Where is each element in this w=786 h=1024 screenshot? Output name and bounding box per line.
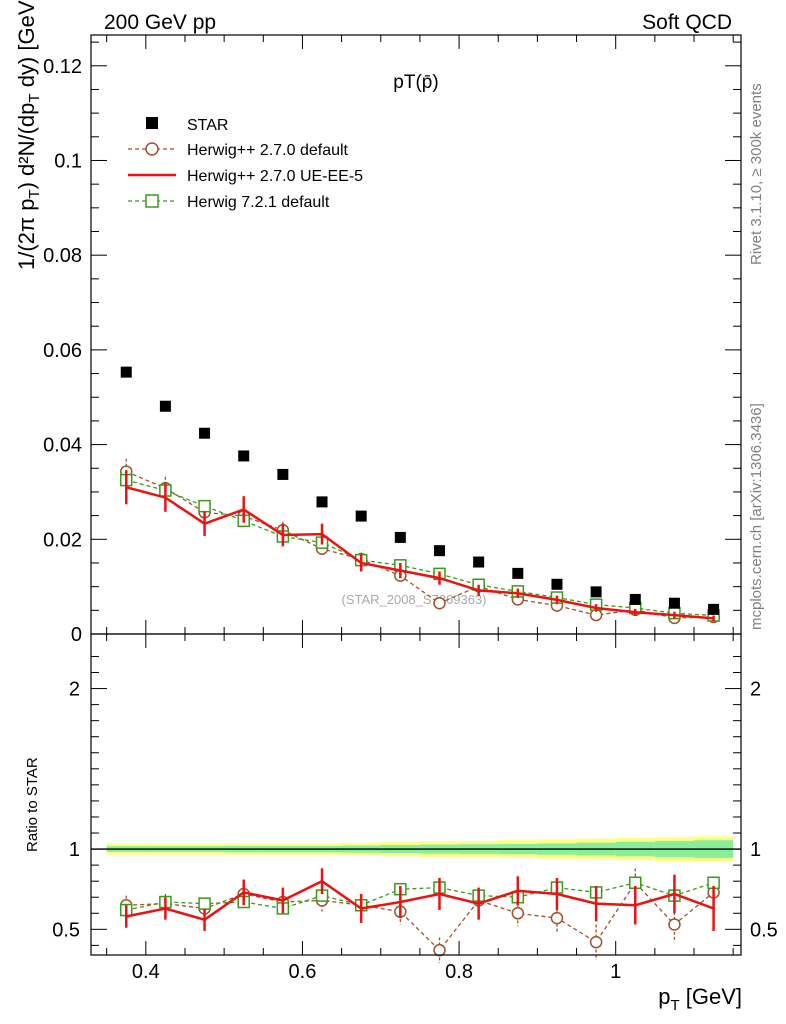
main-panel-layer	[119, 366, 720, 625]
rivet-label: Rivet 3.1.10, ≥ 300k events	[748, 83, 765, 265]
main-star-point	[668, 597, 680, 609]
ratio-point-1	[668, 918, 681, 931]
legend-star-label: STAR	[187, 117, 228, 134]
ratio-y-tick-label-left: 1	[69, 839, 80, 861]
xlabel: pT [GeV]	[658, 984, 742, 1014]
main-title: pT(p̄)	[393, 72, 438, 93]
main-y-tick-label: 0.12	[43, 56, 82, 78]
main-star-point	[629, 593, 641, 605]
header-right: Soft QCD	[642, 11, 732, 34]
ratio-series-line-2	[125, 879, 715, 922]
ratio-y-tick-label-right: 2	[750, 679, 761, 701]
main-y-tick-label: 0.06	[43, 340, 82, 362]
x-tick-label: 1	[610, 961, 621, 983]
ratio-point-1	[550, 911, 564, 925]
mcplots-label: mcplots.cern.ch [arXiv:1306.3436]	[748, 403, 765, 630]
main-y-tick-label: 0.02	[43, 529, 82, 551]
main-star-point	[120, 366, 132, 378]
ratio-y-tick-label-right: 1	[750, 839, 761, 861]
legend-herwig721-marker	[145, 194, 159, 208]
legend-entry-herwig-ueee5: Herwig++ 2.7.0 UE-EE-5	[128, 168, 363, 185]
ratio-point-3	[198, 897, 211, 910]
main-star-point	[277, 468, 289, 480]
ratio-point-1	[589, 935, 603, 949]
main-star-point	[238, 450, 250, 462]
main-y-tick-label: 0.08	[43, 245, 82, 267]
ratio-frame	[90, 633, 742, 956]
header-left: 200 GeV pp	[104, 11, 216, 34]
main-series-line-3	[126, 479, 714, 617]
main-point-3	[198, 499, 211, 513]
ratio-series-line-1	[126, 881, 715, 952]
main-star-point	[512, 567, 524, 579]
main-series-line-1	[125, 471, 714, 619]
x-tick-label: 0.6	[289, 961, 317, 983]
legend-herwig-default-marker	[145, 142, 159, 156]
svg-text:1/(2π pT) d²N/(dpT dy) [GeV-2]: 1/(2π pT) d²N/(dpT dy) [GeV-2]	[13, 0, 43, 270]
main-y-tick-label: 0.04	[43, 435, 82, 457]
main-star-point	[433, 545, 445, 557]
ratio-y-tick-label-right: 0.5	[750, 919, 778, 941]
main-star-point	[355, 510, 367, 522]
legend-entry-star: STAR	[146, 117, 228, 134]
x-tick-label: 0.4	[132, 961, 160, 983]
legend-star-marker	[146, 117, 158, 129]
ratio-panel-layer	[91, 848, 741, 964]
ratio-series-line-3	[126, 882, 714, 911]
main-star-point	[199, 427, 211, 439]
main-star-point	[316, 496, 328, 508]
main-star-point	[551, 578, 563, 590]
legend: STAR Herwig++ 2.7.0 default Herwig++ 2.7…	[128, 117, 363, 211]
legend-herwig721-label: Herwig 7.2.1 default	[187, 194, 330, 211]
main-star-point	[473, 556, 485, 568]
ratio-point-1	[511, 907, 525, 920]
legend-herwig-ueee5-label: Herwig++ 2.7.0 UE-EE-5	[187, 168, 363, 185]
main-ylabel: 1/(2π pT) d²N/(dpT dy) [GeV-2]	[13, 0, 43, 270]
ratio-y-tick-label-left: 0.5	[52, 919, 80, 941]
ratio-point-1	[433, 943, 446, 957]
ratio-ylabel: Ratio to STAR	[24, 757, 41, 852]
main-star-point	[590, 586, 602, 598]
x-tick-label: 0.8	[445, 961, 473, 983]
watermark: (STAR_2008_S7869363)	[341, 592, 486, 607]
main-point-1	[433, 596, 446, 610]
main-series-line-2	[125, 485, 714, 620]
main-y-tick-label: 0	[71, 624, 82, 646]
axes-layer: 0.4 0.6 0.8 1 0 0.02 0.04 0.06 0.08 0.1 0.12 0.5 0.5…	[43, 34, 778, 983]
legend-entry-herwig721: Herwig 7.2.1 default	[128, 194, 330, 211]
legend-entry-herwig-default: Herwig++ 2.7.0 default	[128, 142, 349, 159]
ratio-y-tick-label-left: 2	[69, 679, 80, 701]
main-star-point	[394, 531, 406, 543]
main-star-point	[708, 603, 720, 615]
main-y-tick-label: 0.1	[54, 150, 82, 172]
legend-herwig-default-label: Herwig++ 2.7.0 default	[187, 142, 349, 159]
main-star-point	[159, 400, 171, 412]
